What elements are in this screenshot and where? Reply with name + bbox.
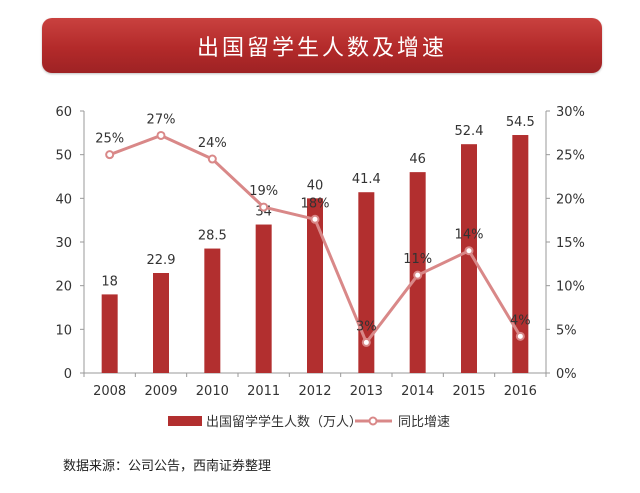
bar-data-label: 46 — [409, 152, 426, 167]
growth-point — [207, 154, 217, 164]
growth-point — [156, 130, 166, 140]
bar — [307, 198, 323, 373]
right-tick-label: 30% — [556, 105, 585, 120]
line-data-label: 24% — [198, 136, 227, 151]
line-data-label: 18% — [301, 196, 330, 211]
chart-title-banner: 出国留学生人数及增速 — [42, 18, 602, 73]
x-tick-label: 2010 — [196, 384, 229, 399]
x-tick-label: 2012 — [298, 384, 331, 399]
left-tick-label: 10 — [55, 323, 72, 338]
x-tick-label: 2015 — [452, 384, 485, 399]
right-tick-label: 15% — [556, 236, 585, 251]
bar — [512, 135, 529, 373]
right-tick-label: 5% — [556, 323, 577, 338]
left-tick-label: 20 — [55, 280, 72, 295]
right-tick-label: 20% — [556, 192, 585, 207]
right-tick-label: 0% — [556, 367, 577, 382]
x-tick-label: 2009 — [144, 384, 177, 399]
line-data-label: 3% — [356, 319, 377, 334]
x-tick-label: 2008 — [93, 384, 126, 399]
line-data-label: 14% — [455, 228, 484, 243]
chart-title: 出国留学生人数及增速 — [196, 35, 447, 61]
bar — [255, 224, 272, 373]
left-tick-label: 30 — [55, 236, 72, 251]
growth-point — [310, 214, 320, 224]
line-data-label: 19% — [249, 184, 278, 199]
bar — [461, 144, 477, 373]
bar — [101, 294, 118, 373]
growth-point — [105, 150, 115, 160]
bar-data-label: 28.5 — [198, 229, 227, 244]
bar-data-label: 40 — [307, 178, 324, 193]
bar-data-label: 54.5 — [506, 115, 535, 130]
legend-bar-label: 出国留学学生人数（万人） — [206, 414, 362, 430]
x-tick-label: 2013 — [350, 384, 383, 399]
bar — [358, 192, 375, 373]
legend-line-label: 同比增速 — [398, 415, 450, 430]
left-tick-label: 50 — [55, 149, 72, 164]
left-tick-label: 60 — [55, 105, 72, 120]
right-tick-label: 25% — [556, 149, 585, 164]
bar — [204, 248, 221, 373]
source-note: 数据来源：公司公告，西南证券整理 — [63, 459, 272, 474]
bar — [153, 273, 169, 373]
line-data-label: 11% — [403, 252, 432, 267]
growth-point — [413, 270, 423, 280]
growth-point — [259, 202, 269, 212]
bar-data-label: 41.4 — [352, 172, 381, 187]
right-tick-label: 10% — [556, 280, 585, 295]
bar-data-label: 18 — [101, 274, 118, 289]
growth-point — [515, 331, 525, 341]
line-data-label: 25% — [95, 132, 124, 147]
bar-data-label: 22.9 — [147, 253, 176, 268]
growth-point — [361, 337, 371, 347]
line-data-label: 4% — [510, 313, 531, 328]
x-tick-label: 2011 — [247, 384, 280, 399]
x-tick-label: 2014 — [401, 384, 434, 399]
legend-line-marker — [368, 416, 378, 426]
line-data-label: 27% — [147, 112, 176, 127]
left-tick-label: 0 — [64, 367, 72, 382]
growth-point — [464, 246, 474, 256]
x-tick-label: 2016 — [504, 384, 537, 399]
left-tick-label: 40 — [55, 192, 72, 207]
bar-data-label: 52.4 — [455, 124, 484, 139]
legend-bar-swatch — [168, 416, 202, 426]
